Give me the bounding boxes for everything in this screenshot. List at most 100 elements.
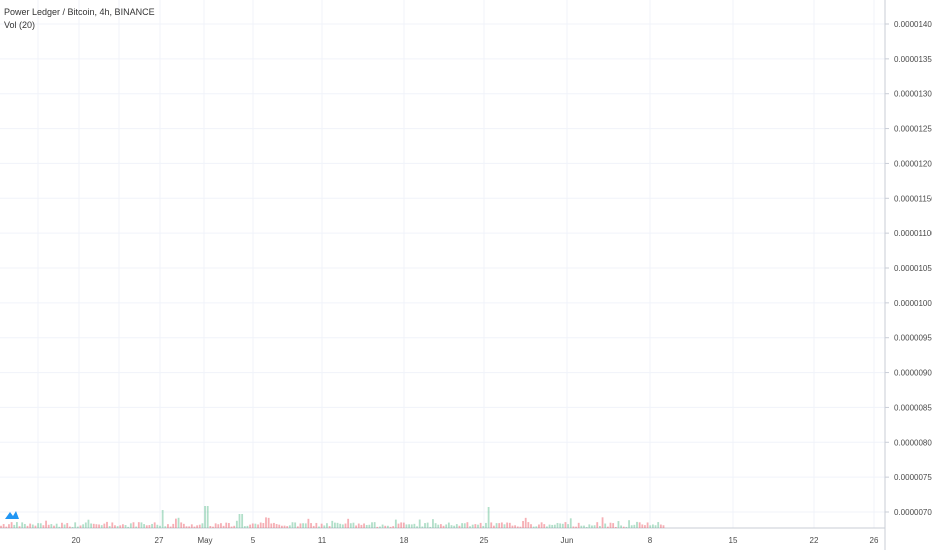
volume-bar xyxy=(132,522,135,528)
volume-bar xyxy=(116,526,119,528)
volume-bar xyxy=(312,525,315,528)
volume-bar xyxy=(392,526,395,528)
volume-bar xyxy=(569,518,572,528)
volume-bar xyxy=(23,523,26,528)
volume-bar xyxy=(206,506,209,528)
volume-bar xyxy=(74,522,77,528)
x-tick-label: 8 xyxy=(648,536,653,545)
volume-bar xyxy=(302,523,304,528)
volume-bar xyxy=(638,522,641,528)
volume-bar xyxy=(148,525,151,528)
volume-bar xyxy=(286,526,289,528)
volume-bar xyxy=(421,526,424,528)
volume-bar xyxy=(320,523,323,528)
volume-bar xyxy=(495,523,498,528)
volume-bar xyxy=(76,526,79,528)
volume-bar xyxy=(466,522,469,528)
volume-bar xyxy=(596,522,599,528)
volume-bar xyxy=(212,526,214,528)
volume-bar xyxy=(530,524,532,528)
volume-bar xyxy=(82,524,85,528)
volume-bar xyxy=(10,522,13,528)
volume-bar xyxy=(381,524,384,528)
volume-bar xyxy=(55,523,58,528)
volume-bar xyxy=(156,524,159,528)
volume-bar xyxy=(365,524,368,528)
volume-bar xyxy=(368,524,371,528)
volume-bar xyxy=(633,524,636,528)
volume-bar xyxy=(641,524,644,528)
volume-bar xyxy=(527,522,530,528)
volume-bar xyxy=(182,523,185,528)
volume-bar xyxy=(254,523,257,528)
volume-bar xyxy=(273,522,275,528)
volume-bar xyxy=(612,523,615,528)
volume-bar xyxy=(450,525,453,528)
volume-bar xyxy=(127,526,130,528)
volume-bar xyxy=(151,523,153,528)
volume-bar xyxy=(13,524,16,528)
volume-bar xyxy=(235,520,238,528)
volume-bar xyxy=(614,526,617,528)
volume-bar xyxy=(84,522,87,528)
volume-bar xyxy=(535,526,538,528)
volume-bar xyxy=(262,523,265,528)
volume-bar xyxy=(455,524,458,528)
volume-bar xyxy=(397,523,400,528)
volume-bar xyxy=(572,526,575,528)
volume-bar xyxy=(387,525,389,528)
volume-bar xyxy=(376,526,379,528)
volume-bar xyxy=(508,522,511,528)
volume-bar xyxy=(445,524,448,528)
volume-bar xyxy=(167,524,169,528)
volume-bar xyxy=(16,522,18,528)
volume-bar xyxy=(352,522,355,528)
volume-bar xyxy=(0,525,2,528)
volume-bar xyxy=(29,523,32,528)
volume-bar xyxy=(479,522,482,528)
x-tick-label: 5 xyxy=(251,536,256,545)
volume-bar xyxy=(217,524,220,528)
volume-bar xyxy=(599,525,601,528)
volume-bar xyxy=(482,525,485,528)
volume-bar xyxy=(360,524,363,528)
volume-bar xyxy=(490,522,493,528)
volume-bar xyxy=(21,522,24,528)
volume-bar xyxy=(169,526,172,528)
volume-bar xyxy=(429,526,432,528)
volume-bar xyxy=(532,526,535,528)
volume-bar xyxy=(617,521,620,528)
volume-bar xyxy=(106,521,108,528)
volume-bar xyxy=(204,506,206,528)
volume-bar xyxy=(326,523,328,528)
x-tick-label: 15 xyxy=(729,536,738,545)
volume-bar xyxy=(606,526,609,528)
volume-bar xyxy=(477,524,479,528)
volume-bar xyxy=(402,522,405,528)
volume-bar xyxy=(646,522,649,528)
grid xyxy=(0,0,885,528)
volume-bar xyxy=(609,522,612,528)
volume-bar xyxy=(39,523,42,528)
x-tick-label: 18 xyxy=(400,536,409,545)
volume-bar xyxy=(463,523,466,528)
volume-bar xyxy=(137,522,140,528)
chart-legend: Power Ledger / Bitcoin, 4h, BINANCE Vol … xyxy=(4,6,155,32)
volume-bar xyxy=(604,523,607,528)
volume-bar xyxy=(347,518,350,528)
volume-bar xyxy=(413,523,416,528)
volume-bar xyxy=(129,523,132,528)
volume-bar xyxy=(92,523,95,528)
volume-bar xyxy=(588,524,591,528)
volume-bar xyxy=(69,526,71,528)
volume-bar xyxy=(225,522,228,528)
volume-bar xyxy=(336,522,339,528)
volume-bar xyxy=(228,523,230,528)
indicator-label: Vol (20) xyxy=(4,20,36,30)
volume-bar xyxy=(196,525,198,528)
